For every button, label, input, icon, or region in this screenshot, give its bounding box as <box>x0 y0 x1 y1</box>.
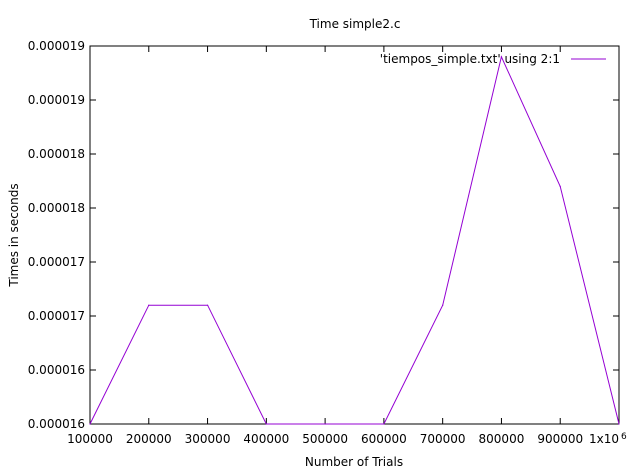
y-tick-label: 0.000016 <box>28 363 85 377</box>
x-tick-label: 1x10 <box>589 432 619 446</box>
legend-label: 'tiempos_simple.txt' using 2:1 <box>380 52 560 66</box>
plot-frame <box>89 45 620 425</box>
x-tick-label: 500000 <box>302 432 348 446</box>
x-tick-exponent: 6 <box>621 432 627 442</box>
y-tick-label: 0.000019 <box>28 39 85 53</box>
data-point <box>500 56 503 58</box>
y-tick-label: 0.000018 <box>28 201 85 215</box>
y-tick-label: 0.000016 <box>28 417 85 431</box>
series-line <box>89 55 620 425</box>
data-point <box>148 304 150 306</box>
x-tick-label: 900000 <box>537 432 583 446</box>
y-tick-label: 0.000019 <box>28 93 85 107</box>
y-tick-label: 0.000017 <box>28 309 85 323</box>
x-tick-label: 400000 <box>243 432 289 446</box>
x-tick-label: 300000 <box>185 432 231 446</box>
y-axis-ticks: 0.000016 0.000016 0.000017 0.000017 0.000018… <box>28 39 619 431</box>
x-tick-label: 200000 <box>126 432 172 446</box>
data-point <box>324 423 326 425</box>
data-point <box>206 304 209 306</box>
x-axis-ticks: 100000 200000 300000 400000 500000 600000 7000… <box>67 46 627 446</box>
series-layer <box>89 55 620 425</box>
y-tick-label: 0.000018 <box>28 147 85 161</box>
y-axis-label: Times in seconds <box>7 183 21 287</box>
data-point <box>383 423 385 425</box>
x-tick-label: 100000 <box>67 432 113 446</box>
chart-title: Time simple2.c <box>309 17 401 31</box>
x-tick-label: 600000 <box>361 432 407 446</box>
y-tick-label: 0.000017 <box>28 255 85 269</box>
data-point <box>618 423 620 425</box>
data-point <box>89 423 91 425</box>
x-tick-label: 700000 <box>420 432 466 446</box>
x-axis-label: Number of Trials <box>305 455 403 469</box>
legend: 'tiempos_simple.txt' using 2:1 <box>380 52 606 66</box>
data-point <box>265 423 267 425</box>
data-point <box>559 185 561 187</box>
data-point <box>442 304 444 306</box>
x-tick-label: 800000 <box>479 432 525 446</box>
